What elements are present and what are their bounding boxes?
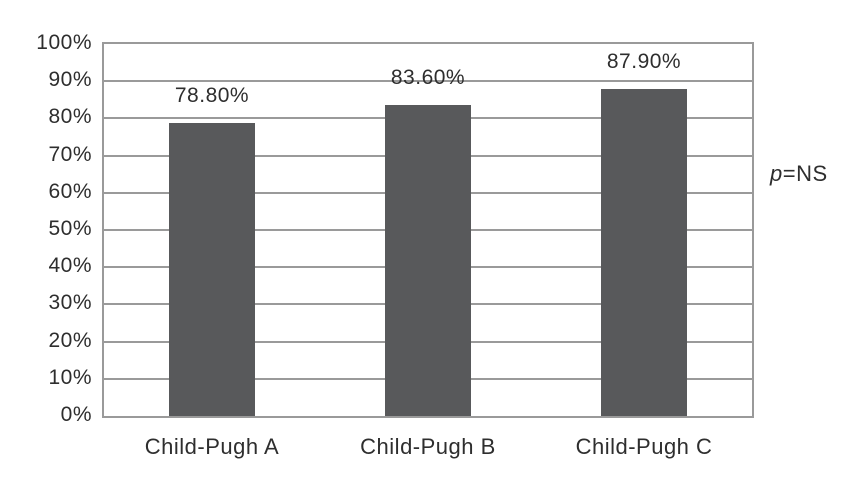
y-tick-label-30: 30%: [48, 291, 92, 315]
bar-1: [169, 122, 255, 416]
gridline-90: [104, 80, 752, 83]
bar-3: [601, 89, 687, 416]
category-label-3: Child-Pugh C: [575, 434, 713, 459]
plot-area: [102, 42, 754, 418]
y-tick-label-60: 60%: [48, 179, 92, 203]
y-tick-label-70: 70%: [48, 142, 92, 166]
y-tick-label-0: 0%: [60, 403, 92, 426]
bar-value-label-2: 83.60%: [390, 66, 466, 89]
y-tick-label-80: 80%: [48, 105, 92, 129]
bar-value-label-3: 87.90%: [606, 50, 682, 73]
y-tick-label-90: 90%: [48, 68, 92, 92]
p-value-annotation: p=NS: [770, 161, 828, 187]
y-tick-label-10: 10%: [48, 365, 92, 389]
bar-value-label-1: 78.80%: [174, 83, 250, 107]
y-tick-label-100: 100%: [36, 31, 92, 54]
y-tick-label-40: 40%: [48, 254, 92, 278]
category-label-1: Child-Pugh A: [144, 434, 280, 459]
category-label-2: Child-Pugh B: [360, 434, 496, 459]
p-value-text: =NS: [782, 161, 828, 186]
y-tick-label-50: 50%: [48, 217, 92, 240]
bar-2: [385, 105, 471, 416]
y-tick-label-20: 20%: [48, 328, 92, 352]
p-symbol: p: [770, 161, 783, 186]
